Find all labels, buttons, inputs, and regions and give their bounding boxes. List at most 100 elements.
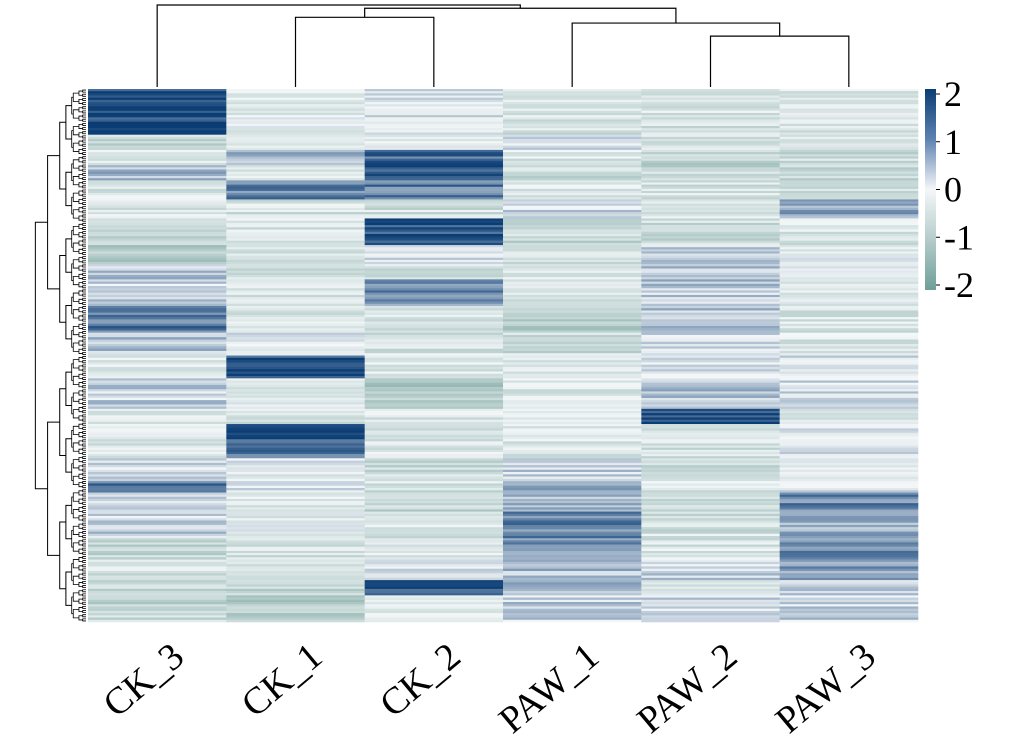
heatmap-cell (641, 449, 780, 453)
heatmap-cell (641, 337, 780, 340)
heatmap-cell (503, 406, 642, 410)
heatmap-cell (226, 193, 365, 196)
heatmap-cell (88, 218, 227, 221)
heatmap-cell (364, 286, 504, 289)
row-dendrogram-branch (59, 388, 66, 456)
heatmap-cell (641, 469, 780, 473)
heatmap-cell (503, 389, 642, 392)
heatmap-cell (641, 182, 780, 185)
heatmap-cell (503, 610, 642, 614)
row-dendrogram-branch (78, 348, 83, 354)
heatmap-cell (641, 548, 780, 552)
heatmap-cell (364, 584, 504, 587)
heatmap-cell (226, 310, 365, 313)
heatmap-cell (226, 229, 365, 233)
heatmap-cell (226, 134, 365, 138)
heatmap-cell (641, 264, 780, 267)
heatmap-cell (503, 173, 642, 177)
heatmap-cell (641, 301, 780, 305)
heatmap-cell (779, 522, 919, 526)
heatmap-cell (88, 306, 227, 309)
heatmap-cell (641, 214, 780, 217)
heatmap-cell (503, 586, 642, 590)
heatmap-cell (641, 570, 780, 574)
heatmap-cell (641, 328, 780, 331)
heatmap-cell (779, 564, 919, 567)
heatmap-cell (779, 125, 919, 129)
heatmap-cell (364, 259, 504, 263)
heatmap-cell (779, 173, 919, 177)
heatmap-cell (88, 406, 227, 410)
row-dendrogram-branch (82, 439, 86, 443)
heatmap-cell (226, 387, 365, 390)
heatmap-cell (226, 599, 365, 603)
heatmap-cell (503, 575, 642, 579)
heatmap-cell (641, 110, 780, 114)
heatmap-cell (226, 355, 365, 359)
heatmap-cell (503, 112, 642, 116)
heatmap-cell (226, 299, 365, 302)
heatmap-cell (88, 119, 227, 122)
row-dendrogram-branch (82, 497, 86, 501)
heatmap-cell (88, 186, 227, 190)
row-dendrogram-branch (82, 343, 86, 347)
heatmap-cell (88, 328, 227, 331)
heatmap-cell (779, 321, 919, 325)
heatmap-cell (779, 529, 919, 532)
heatmap-cell (88, 520, 227, 523)
heatmap-cell (779, 550, 919, 554)
heatmap-cell (641, 496, 780, 500)
heatmap-cell (503, 128, 642, 131)
heatmap-cell (226, 503, 365, 506)
heatmap-cell (779, 171, 919, 175)
heatmap-cell (779, 176, 919, 179)
heatmap-cell (641, 227, 780, 230)
heatmap-cell (779, 395, 919, 399)
heatmap-cell (503, 325, 642, 329)
heatmap-cell (779, 272, 919, 276)
row-dendrogram-branch (82, 401, 86, 405)
row-dendrogram-branch (82, 214, 86, 218)
heatmap-cell (88, 430, 227, 434)
heatmap-cell (779, 220, 919, 224)
heatmap-cell (641, 597, 780, 601)
heatmap-cell (641, 319, 780, 322)
heatmap-cell (503, 613, 642, 616)
heatmap-cell (503, 299, 642, 302)
row-dendrogram-branch (82, 376, 86, 380)
heatmap-cell (88, 242, 227, 246)
heatmap-cell (364, 207, 504, 211)
heatmap-cell (779, 132, 919, 135)
heatmap-cell (226, 334, 365, 338)
heatmap-cell (503, 451, 642, 455)
heatmap-cell (88, 619, 227, 623)
row-dendrogram-branch (82, 127, 86, 131)
heatmap-cell (226, 417, 365, 420)
heatmap-cell (88, 447, 227, 451)
heatmap-cell (364, 548, 504, 552)
heatmap-cell (226, 456, 365, 459)
heatmap-cell (226, 348, 365, 352)
heatmap-cell (364, 487, 504, 491)
heatmap-cell (779, 299, 919, 302)
heatmap-cell (364, 195, 504, 198)
heatmap-cell (503, 615, 642, 618)
heatmap-cell (641, 617, 780, 621)
heatmap-cell (779, 257, 919, 261)
heatmap-cell (364, 350, 504, 354)
row-dendrogram-branch (82, 468, 86, 472)
heatmap-cell (88, 584, 227, 587)
heatmap-cell (779, 376, 919, 379)
heatmap-cell (779, 608, 919, 612)
heatmap-cell (226, 586, 365, 590)
heatmap-cell (779, 102, 919, 105)
heatmap-cell (503, 357, 642, 361)
heatmap-cell (88, 259, 227, 263)
heatmap-cell (88, 220, 227, 224)
heatmap-cell (503, 332, 642, 336)
heatmap-cell (226, 395, 365, 399)
heatmap-cell (641, 454, 780, 457)
heatmap-cell (226, 242, 365, 246)
heatmap-cell (364, 112, 504, 116)
heatmap-cell (641, 555, 780, 558)
